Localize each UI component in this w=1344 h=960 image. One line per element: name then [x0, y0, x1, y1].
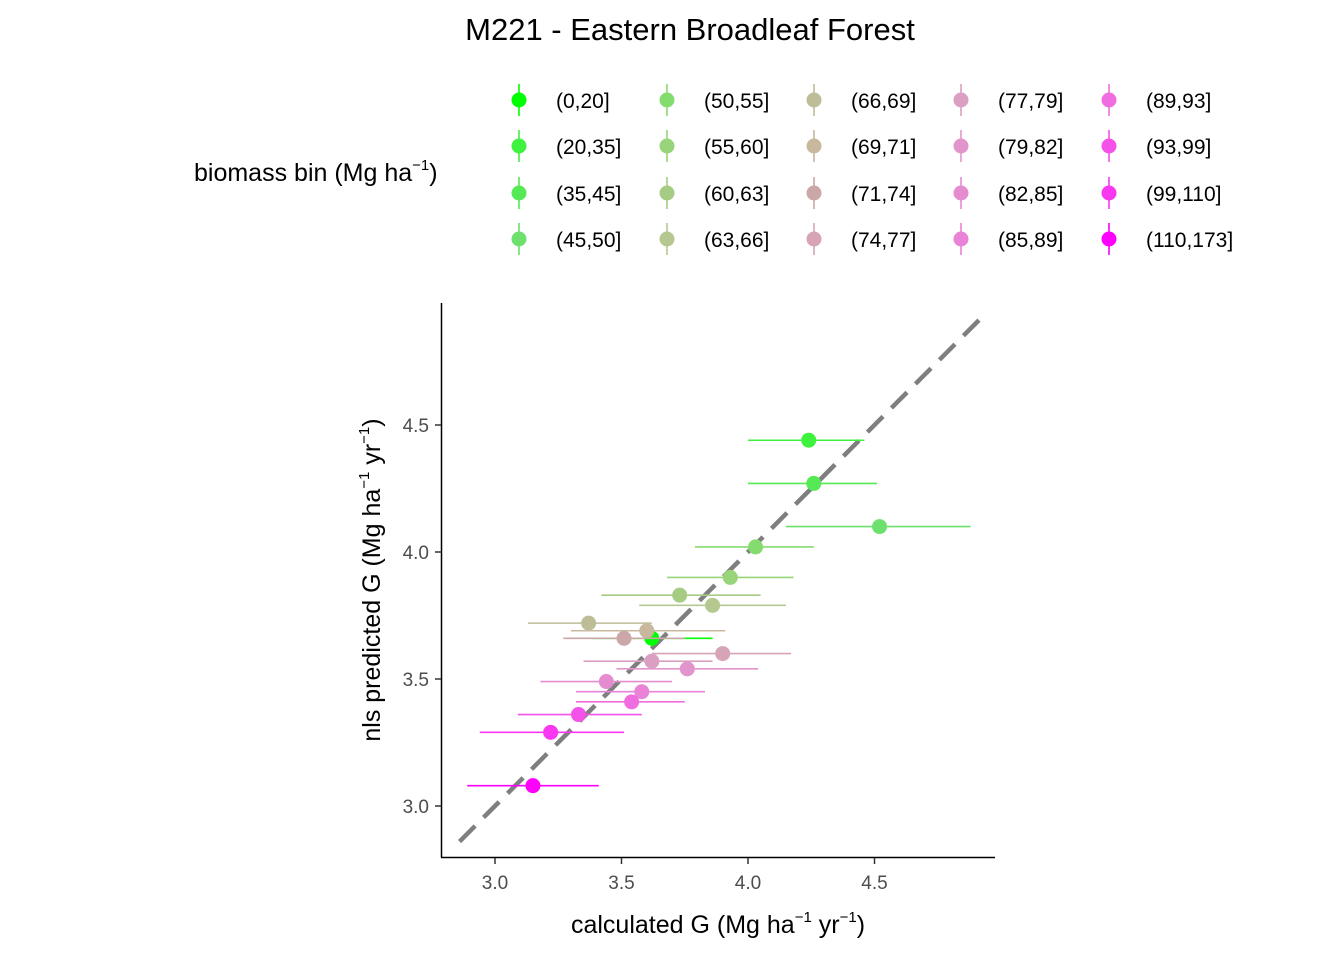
legend-item: (82,85]: [953, 177, 1063, 209]
data-point: [679, 661, 695, 677]
axes: [440, 303, 995, 859]
x-tick-label: 3.5: [608, 873, 634, 894]
x-tick-label: 4.5: [861, 873, 887, 894]
data-point: [525, 778, 541, 794]
legend-key-point: [511, 92, 527, 108]
x-tick-label: 3.0: [482, 873, 508, 894]
legend-key-point: [806, 185, 822, 201]
legend-label: (63,66]: [704, 229, 769, 252]
legend-item: (60,63]: [659, 177, 769, 209]
legend-label: (85,89]: [998, 229, 1063, 252]
data-point: [570, 707, 586, 723]
data-point: [644, 653, 660, 669]
legend-key-point: [1101, 138, 1117, 154]
legend-label: (20,35]: [556, 136, 621, 159]
legend-item: (35,45]: [511, 177, 621, 209]
y-tick-label: 3.5: [403, 670, 429, 691]
data-point: [672, 587, 688, 603]
legend-key-point: [1101, 92, 1117, 108]
legend-label: (35,45]: [556, 183, 621, 206]
legend-key-point: [659, 185, 675, 201]
x-ticks: 3.0 3.5 4.0 4.5: [482, 858, 888, 894]
legend-key-point: [953, 185, 969, 201]
data-point: [616, 630, 632, 646]
legend-item: (89,93]: [1101, 84, 1211, 116]
legend-label: (82,85]: [998, 183, 1063, 206]
data-point: [634, 684, 650, 700]
legend-item: (45,50]: [511, 223, 621, 255]
legend-label: (69,71]: [851, 136, 916, 159]
legend-label: (50,55]: [704, 90, 769, 113]
data-point: [748, 539, 764, 555]
legend-key-point: [806, 138, 822, 154]
legend-label: (66,69]: [851, 90, 916, 113]
legend-item: (66,69]: [806, 84, 916, 116]
legend-key-point: [1101, 185, 1117, 201]
legend-label: (55,60]: [704, 136, 769, 159]
x-tick-label: 4.0: [735, 873, 761, 894]
legend-key-point: [659, 92, 675, 108]
y-axis-label: nls predicted G (Mg ha−1 yr−1): [356, 418, 386, 741]
data-point: [806, 475, 822, 491]
legend-item: (71,74]: [806, 177, 916, 209]
data-point: [722, 569, 738, 585]
legend-item: (93,99]: [1101, 130, 1211, 162]
legend-key-point: [806, 231, 822, 247]
legend-label: (89,93]: [1146, 90, 1211, 113]
legend-item: (79,82]: [953, 130, 1063, 162]
legend-item: (0,20]: [511, 84, 610, 116]
legend-item: (55,60]: [659, 130, 769, 162]
legend-key-point: [511, 231, 527, 247]
legend-item: (99,110]: [1101, 177, 1222, 209]
legend-key-point: [953, 92, 969, 108]
legend-item: (69,71]: [806, 130, 916, 162]
x-axis-label: calculated G (Mg ha−1 yr−1): [571, 909, 865, 939]
legend-label: (71,74]: [851, 183, 916, 206]
data-point: [801, 432, 817, 448]
data-point: [705, 597, 721, 613]
data-point: [581, 615, 597, 631]
y-ticks: 3.0 3.5 4.0 4.5: [403, 416, 441, 818]
legend-label: (77,79]: [998, 90, 1063, 113]
legend-key-point: [953, 138, 969, 154]
y-tick-label: 4.5: [403, 416, 429, 437]
legend-label: (74,77]: [851, 229, 916, 252]
legend-item: (20,35]: [511, 130, 621, 162]
legend-key-point: [511, 138, 527, 154]
legend-label: (45,50]: [556, 229, 621, 252]
legend-key-point: [953, 231, 969, 247]
legend-label: (99,110]: [1146, 183, 1222, 206]
legend: (0,20] (20,35] (35,45] (45,50] (50,55] (55,60…: [511, 84, 1233, 255]
chart-title: M221 - Eastern Broadleaf Forest: [465, 12, 915, 47]
y-tick-label: 3.0: [403, 797, 429, 818]
y-tick-label: 4.0: [403, 543, 429, 564]
legend-key-point: [806, 92, 822, 108]
legend-key-point: [511, 185, 527, 201]
legend-key-point: [659, 138, 675, 154]
legend-label: (0,20]: [556, 90, 610, 113]
data-point: [872, 519, 888, 535]
legend-label: (93,99]: [1146, 136, 1211, 159]
legend-title: biomass bin (Mg ha−1): [194, 157, 438, 187]
legend-label: (110,173]: [1146, 229, 1233, 252]
legend-label: (60,63]: [704, 183, 769, 206]
legend-key-point: [659, 231, 675, 247]
data-point: [598, 674, 614, 690]
legend-item: (63,66]: [659, 223, 769, 255]
legend-item: (77,79]: [953, 84, 1063, 116]
reference-line: [457, 314, 985, 844]
legend-item: (110,173]: [1101, 223, 1233, 255]
legend-key-point: [1101, 231, 1117, 247]
data-point: [639, 623, 655, 639]
data-point: [543, 724, 559, 740]
legend-item: (50,55]: [659, 84, 769, 116]
legend-item: (74,77]: [806, 223, 916, 255]
data-point: [624, 694, 640, 710]
data-point: [715, 646, 731, 662]
legend-label: (79,82]: [998, 136, 1063, 159]
legend-item: (85,89]: [953, 223, 1063, 255]
plot-area: [457, 314, 985, 844]
